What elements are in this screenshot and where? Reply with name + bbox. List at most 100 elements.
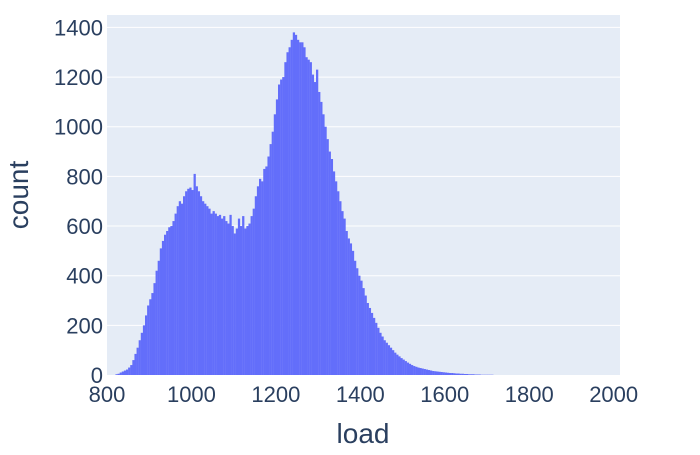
histogram-bar bbox=[398, 356, 401, 375]
histogram-bar bbox=[261, 181, 264, 375]
x-tick-label: 1400 bbox=[336, 382, 385, 407]
y-tick-label: 400 bbox=[66, 264, 103, 289]
histogram-bar bbox=[364, 295, 367, 375]
histogram-bar bbox=[417, 367, 420, 375]
histogram-bar bbox=[157, 260, 160, 375]
histogram-bar bbox=[373, 317, 376, 375]
histogram-bar bbox=[168, 227, 171, 375]
histogram-bar bbox=[246, 226, 249, 375]
histogram-bar bbox=[366, 303, 369, 375]
histogram-bar bbox=[140, 332, 144, 375]
histogram-bar bbox=[187, 188, 190, 375]
x-tick-label: 1200 bbox=[251, 382, 300, 407]
histogram-bar bbox=[256, 186, 260, 375]
histogram-bar bbox=[370, 312, 374, 375]
histogram-bar bbox=[123, 370, 127, 375]
histogram-bar bbox=[301, 42, 304, 376]
histogram-bar bbox=[115, 374, 118, 375]
histogram-bar bbox=[368, 307, 372, 375]
histogram-bar bbox=[214, 213, 217, 375]
histogram-bar bbox=[252, 208, 255, 375]
y-tick-label: 600 bbox=[66, 214, 103, 239]
histogram-bar bbox=[153, 283, 156, 375]
histogram-bar bbox=[419, 368, 422, 375]
histogram-bar bbox=[326, 139, 329, 375]
histogram-bar bbox=[337, 191, 340, 375]
histogram-bar bbox=[210, 213, 213, 375]
histogram-bar bbox=[299, 42, 302, 376]
histogram-bar bbox=[290, 39, 293, 376]
histogram-bar bbox=[427, 370, 431, 375]
histogram-bar bbox=[242, 216, 245, 375]
histogram-bar bbox=[142, 325, 146, 375]
histogram-bar bbox=[354, 260, 357, 375]
histogram-bar bbox=[174, 213, 177, 375]
histogram-bar bbox=[461, 373, 464, 375]
histogram-bar bbox=[328, 151, 331, 375]
x-axis-ticks: 800 1000 1200 1400 1600 1800 2000 bbox=[89, 382, 639, 407]
histogram-bar bbox=[151, 293, 154, 375]
histogram-bar bbox=[282, 77, 285, 375]
histogram-bar bbox=[212, 211, 215, 375]
histogram-bar bbox=[311, 74, 315, 375]
histogram-bar bbox=[400, 358, 403, 375]
histogram-bar bbox=[313, 82, 317, 375]
histogram-bar bbox=[423, 369, 426, 375]
histogram-bar bbox=[195, 186, 198, 375]
histogram-bar bbox=[166, 231, 169, 375]
histogram-bar bbox=[128, 367, 131, 375]
y-tick-label: 1000 bbox=[54, 115, 103, 140]
histogram-bar bbox=[267, 156, 270, 375]
histogram-bar bbox=[356, 268, 359, 375]
histogram-bar bbox=[318, 91, 321, 375]
histogram-bar bbox=[231, 226, 234, 375]
histogram-bar bbox=[413, 366, 416, 375]
histogram-bar bbox=[421, 368, 424, 375]
histogram-bar bbox=[237, 218, 241, 375]
histogram-bar bbox=[316, 69, 319, 375]
bars bbox=[115, 32, 494, 376]
histogram-bar bbox=[193, 173, 196, 375]
histogram-bar bbox=[345, 231, 348, 375]
histogram-bar bbox=[199, 196, 203, 375]
histogram-bar bbox=[339, 201, 342, 375]
histogram-bar bbox=[265, 166, 268, 375]
histogram-bar bbox=[307, 59, 310, 375]
histogram-bar bbox=[284, 62, 287, 375]
x-tick-label: 1600 bbox=[420, 382, 469, 407]
histogram-bar bbox=[385, 342, 388, 375]
y-tick-label: 200 bbox=[66, 313, 103, 338]
histogram-bar bbox=[269, 144, 272, 375]
histogram-bar bbox=[202, 201, 205, 375]
histogram-bar bbox=[430, 370, 433, 375]
histogram-bar bbox=[472, 374, 475, 375]
histogram-bar bbox=[449, 373, 452, 375]
histogram-bar bbox=[197, 191, 201, 375]
x-axis-title: load bbox=[337, 418, 390, 449]
x-tick-label: 800 bbox=[89, 382, 126, 407]
histogram-bar bbox=[254, 196, 258, 375]
histogram-bar bbox=[164, 234, 167, 375]
histogram-bar bbox=[119, 372, 122, 375]
y-tick-label: 0 bbox=[91, 363, 103, 388]
histogram-bar bbox=[335, 181, 338, 375]
histogram-bar bbox=[463, 374, 467, 375]
histogram-bar bbox=[432, 371, 435, 375]
histogram-bar bbox=[208, 208, 211, 375]
histogram-bar bbox=[377, 327, 380, 375]
histogram-bar bbox=[278, 84, 281, 375]
histogram-bar bbox=[248, 223, 251, 375]
histogram-bar bbox=[259, 178, 262, 375]
histogram-bar bbox=[360, 280, 363, 375]
histogram-bar bbox=[381, 336, 384, 375]
histogram-bar bbox=[206, 206, 209, 375]
histogram-bar bbox=[183, 196, 186, 375]
histogram-bar bbox=[379, 332, 382, 375]
histogram-bar bbox=[159, 248, 163, 375]
histogram-bar bbox=[204, 203, 207, 375]
histogram-bar bbox=[130, 365, 133, 375]
y-axis-ticks: 0 200 400 600 800 1000 1200 1400 bbox=[54, 15, 103, 388]
histogram-bar bbox=[387, 345, 391, 375]
histogram-bar bbox=[389, 347, 393, 375]
